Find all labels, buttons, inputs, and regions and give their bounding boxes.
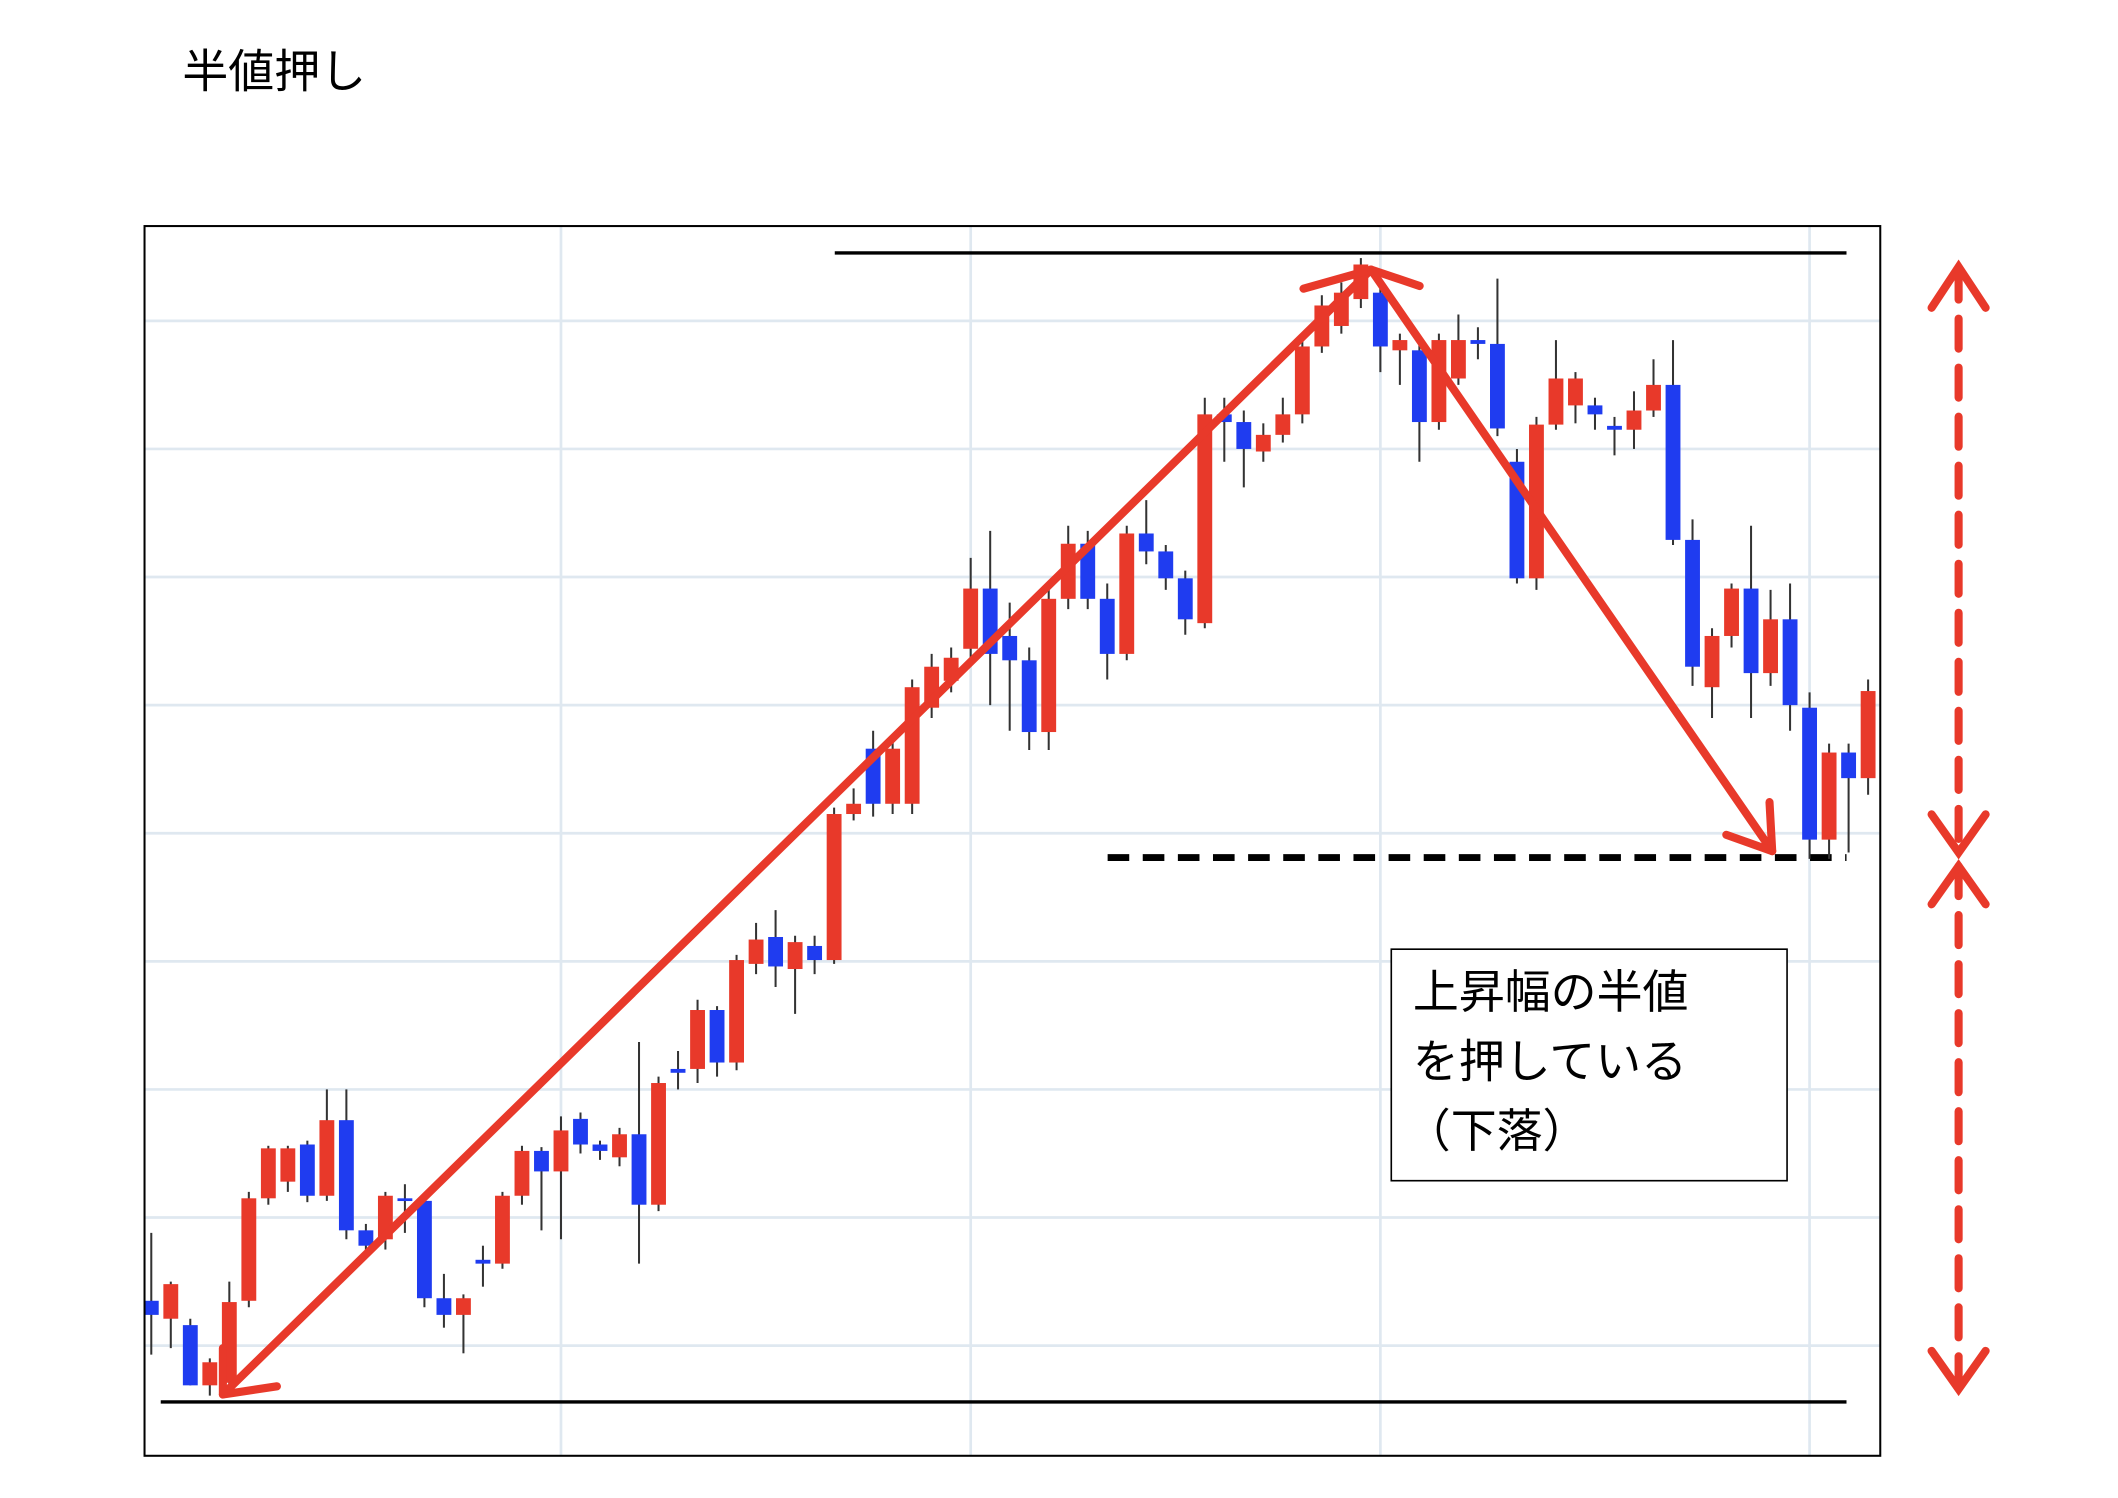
candle-body bbox=[163, 1284, 179, 1319]
rise-arrow-head bbox=[218, 1344, 281, 1399]
candle-body bbox=[651, 1083, 666, 1205]
candle-body bbox=[1782, 619, 1798, 706]
candle-body bbox=[787, 942, 803, 970]
candle-body bbox=[1450, 340, 1466, 379]
candle-body bbox=[1587, 405, 1603, 415]
candle-body bbox=[1392, 340, 1408, 351]
levels bbox=[160, 251, 1847, 1404]
candle-body bbox=[709, 1010, 725, 1063]
candle-body bbox=[1607, 425, 1622, 430]
candle-body bbox=[358, 1230, 374, 1246]
candle-body bbox=[807, 945, 823, 961]
candle-body bbox=[1860, 691, 1876, 779]
candle-body bbox=[748, 939, 764, 964]
candle-body bbox=[1197, 414, 1213, 624]
candle-body bbox=[338, 1120, 354, 1231]
candle-body bbox=[1685, 539, 1700, 667]
candle-body bbox=[846, 803, 862, 815]
trend-arrows bbox=[218, 265, 1777, 1399]
candle-body bbox=[416, 1200, 432, 1299]
candle-body bbox=[631, 1134, 647, 1205]
candle-body bbox=[1080, 543, 1096, 599]
note-box bbox=[1390, 948, 1788, 1182]
candle-body bbox=[456, 1298, 471, 1315]
candle-body bbox=[729, 960, 744, 1063]
candle-body bbox=[553, 1130, 569, 1172]
candle-body bbox=[1724, 588, 1739, 636]
candle-body bbox=[1490, 343, 1505, 429]
candle-body bbox=[534, 1150, 549, 1172]
candle-body bbox=[1002, 635, 1018, 661]
candle-body bbox=[1704, 635, 1720, 688]
plot-area bbox=[144, 226, 1881, 1456]
candle-body bbox=[1548, 378, 1564, 425]
candle-body bbox=[963, 588, 979, 649]
candle-body bbox=[1041, 598, 1057, 733]
candle-body bbox=[1411, 350, 1427, 423]
candle-body bbox=[1626, 410, 1642, 430]
candle-body bbox=[514, 1150, 530, 1196]
candle-body bbox=[1236, 422, 1252, 449]
fall-arrow-head bbox=[1722, 798, 1777, 856]
upper-half-heads bbox=[1927, 259, 1990, 860]
rise-arrow bbox=[218, 265, 1376, 1399]
candle-body bbox=[280, 1148, 296, 1182]
candle-body bbox=[1529, 424, 1544, 579]
candle-body bbox=[319, 1120, 335, 1196]
candle-body bbox=[144, 1300, 159, 1315]
peak-arrow-head bbox=[1299, 265, 1424, 293]
candle-body bbox=[1841, 752, 1857, 779]
candle-body bbox=[1294, 346, 1310, 415]
candle-body bbox=[1763, 619, 1778, 674]
lower-half-heads bbox=[1927, 859, 1990, 1397]
candle-body bbox=[690, 1010, 705, 1069]
candle-body bbox=[1665, 384, 1681, 540]
candle-body bbox=[1470, 340, 1486, 344]
candle-body bbox=[573, 1118, 588, 1145]
candle-body bbox=[1119, 533, 1135, 654]
candle-body bbox=[826, 814, 842, 961]
candle-body bbox=[260, 1148, 276, 1199]
candle-body bbox=[1255, 434, 1271, 452]
candle-body bbox=[495, 1195, 510, 1264]
candle-body bbox=[885, 748, 901, 804]
fall-arrow bbox=[1366, 265, 1777, 856]
candle-body bbox=[1177, 578, 1193, 620]
candle-body bbox=[670, 1068, 686, 1073]
candle-body bbox=[1743, 588, 1759, 674]
candle-body bbox=[475, 1259, 491, 1264]
candle-body bbox=[612, 1134, 627, 1158]
candle-body bbox=[768, 936, 784, 967]
candle-body bbox=[592, 1144, 608, 1151]
candle-body bbox=[202, 1362, 218, 1386]
candle-body bbox=[436, 1298, 452, 1315]
candle-body bbox=[1099, 598, 1115, 654]
candles bbox=[144, 258, 1876, 1396]
candle-body bbox=[1646, 384, 1661, 411]
candle-body bbox=[1802, 707, 1818, 840]
note-line: （下落） bbox=[1405, 1104, 1589, 1158]
candle-body bbox=[397, 1198, 413, 1202]
candle-body bbox=[1821, 752, 1837, 840]
candle-body bbox=[1021, 660, 1037, 733]
candle-body bbox=[1158, 551, 1174, 579]
candle-body bbox=[241, 1198, 257, 1301]
candle-body bbox=[1568, 378, 1583, 406]
range-arrows bbox=[1927, 259, 1990, 1397]
chart-title: 半値押し bbox=[182, 44, 366, 98]
candle-body bbox=[1275, 414, 1291, 435]
note-line: 上昇幅の半値 bbox=[1413, 965, 1689, 1019]
plot-frame bbox=[143, 225, 1882, 1457]
note-line: を押している bbox=[1413, 1034, 1687, 1088]
candle-body bbox=[299, 1144, 315, 1196]
candle-body bbox=[1372, 292, 1388, 347]
candle-body bbox=[904, 687, 920, 804]
candle-body bbox=[1138, 533, 1154, 552]
candle-body bbox=[182, 1325, 198, 1386]
